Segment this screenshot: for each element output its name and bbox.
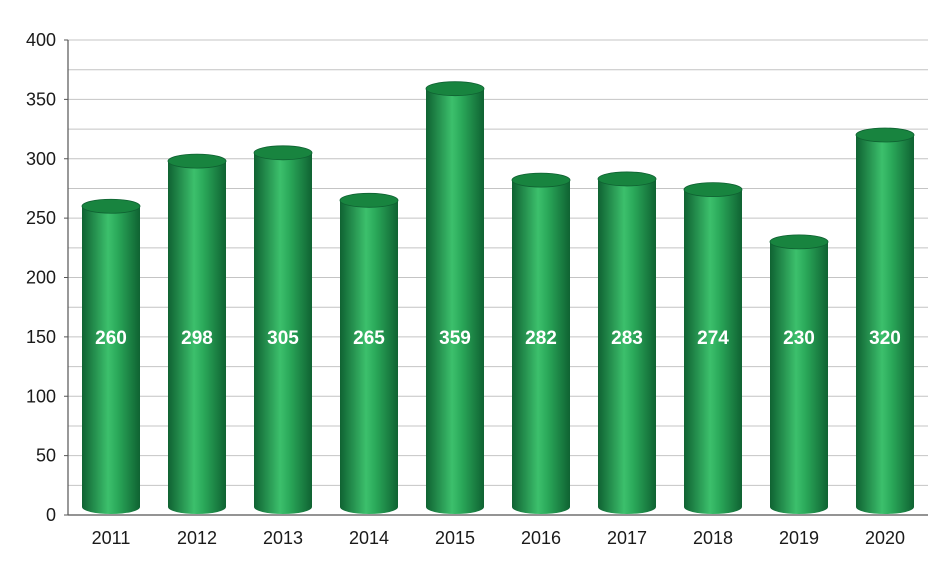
bar — [425, 81, 485, 514]
x-tick-label: 2018 — [693, 528, 733, 548]
y-tick-label: 50 — [36, 446, 56, 466]
bar-base — [340, 500, 398, 514]
value-labels: 260 298 305 265 359 282 283 274 230 320 — [95, 328, 901, 349]
bar-body — [856, 135, 914, 507]
x-tick-label: 2011 — [92, 528, 131, 548]
bar-body — [684, 189, 742, 507]
bar-base — [82, 500, 140, 514]
bar-body — [598, 178, 656, 507]
bar-top — [769, 234, 829, 250]
bar-top — [339, 192, 399, 208]
y-tick-label: 100 — [26, 386, 56, 406]
value-label: 274 — [697, 328, 729, 349]
bar-base — [512, 500, 570, 514]
bar-top — [597, 171, 657, 187]
bar — [339, 192, 399, 514]
bar — [683, 182, 743, 514]
y-tick-label: 400 — [26, 30, 56, 50]
bar-top — [167, 153, 227, 169]
bar-base — [598, 500, 656, 514]
value-label: 282 — [525, 328, 557, 349]
value-label: 359 — [439, 328, 471, 349]
value-label: 298 — [181, 328, 213, 349]
bar-body — [168, 161, 226, 507]
bar — [253, 145, 313, 514]
bar-body — [770, 241, 828, 507]
bar-base — [684, 500, 742, 514]
y-axis-ticks: 0 50 100 150 200 250 300 350 400 — [26, 30, 68, 525]
bar-top — [855, 127, 915, 143]
bar-top — [511, 172, 571, 188]
bar-base — [770, 500, 828, 514]
y-tick-label: 350 — [26, 89, 56, 109]
x-tick-label: 2013 — [263, 528, 303, 548]
x-tick-label: 2012 — [177, 528, 217, 548]
value-label: 283 — [611, 328, 643, 349]
bar-top — [253, 145, 313, 161]
bar-base — [426, 500, 484, 514]
x-tick-label: 2015 — [435, 528, 475, 548]
y-tick-label: 250 — [26, 208, 56, 228]
bar — [167, 153, 227, 514]
value-label: 260 — [95, 328, 127, 349]
y-tick-label: 200 — [26, 268, 56, 288]
x-tick-label: 2020 — [865, 528, 905, 548]
value-label: 305 — [267, 328, 299, 349]
bar-top — [81, 198, 141, 214]
x-tick-label: 2019 — [779, 528, 819, 548]
bar — [855, 127, 915, 514]
bar-base — [254, 500, 312, 514]
x-tick-label: 2017 — [607, 528, 647, 548]
bar — [511, 172, 571, 514]
y-tick-label: 300 — [26, 149, 56, 169]
bar-body — [426, 88, 484, 507]
bar — [81, 198, 141, 514]
bar — [597, 171, 657, 514]
bar-body — [340, 200, 398, 507]
value-label: 230 — [783, 328, 815, 349]
y-tick-label: 0 — [46, 505, 56, 525]
bar — [769, 234, 829, 514]
bar-top — [425, 81, 485, 97]
value-label: 265 — [353, 328, 385, 349]
y-tick-label: 150 — [26, 327, 56, 347]
bar-body — [82, 206, 140, 507]
x-tick-label: 2016 — [521, 528, 561, 548]
value-label: 320 — [869, 328, 901, 349]
bar-body — [512, 180, 570, 507]
bars — [81, 81, 915, 514]
bar-body — [254, 152, 312, 507]
x-tick-label: 2014 — [349, 528, 389, 548]
bar-top — [683, 182, 743, 198]
x-axis-ticks: 2011 2012 2013 2014 2015 2016 2017 2018 2019 2020 — [92, 528, 905, 548]
bar-base — [168, 500, 226, 514]
bar-base — [856, 500, 914, 514]
